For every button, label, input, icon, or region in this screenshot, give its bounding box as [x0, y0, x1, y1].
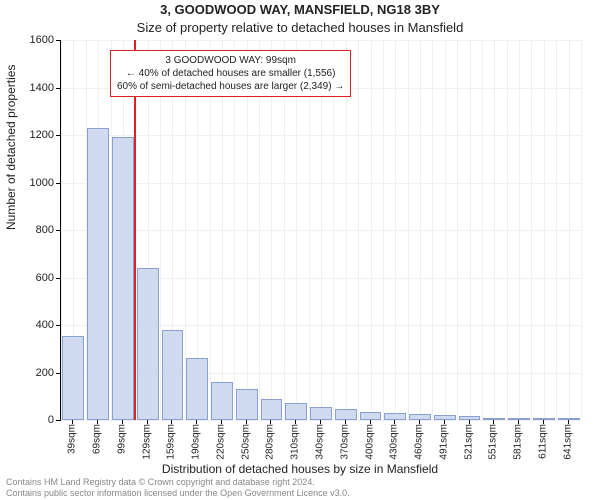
bar	[62, 336, 84, 420]
bar	[285, 403, 307, 420]
bar	[112, 137, 134, 420]
chart-subtitle: Size of property relative to detached ho…	[0, 20, 600, 35]
chart-container: 3, GOODWOOD WAY, MANSFIELD, NG18 3BY Siz…	[0, 0, 600, 500]
bar	[384, 413, 406, 420]
footer-line-1: Contains HM Land Registry data © Crown c…	[6, 477, 350, 487]
x-tick-label: 491sqm	[438, 424, 449, 460]
bar	[558, 418, 580, 420]
bar	[87, 128, 109, 420]
x-tick-label: 400sqm	[364, 424, 375, 460]
x-tick-label: 69sqm	[92, 424, 103, 454]
x-tick-label: 460sqm	[414, 424, 425, 460]
x-tick-label: 159sqm	[166, 424, 177, 460]
x-tick-label: 39sqm	[67, 424, 78, 454]
x-tick-label: 551sqm	[488, 424, 499, 460]
bar	[335, 409, 357, 420]
bar	[261, 399, 283, 420]
chart-title: 3, GOODWOOD WAY, MANSFIELD, NG18 3BY	[0, 2, 600, 17]
highlight-annotation: 3 GOODWOOD WAY: 99sqm ← 40% of detached …	[110, 50, 351, 97]
y-tick-label: 200	[14, 367, 54, 379]
x-axis-label: Distribution of detached houses by size …	[0, 462, 600, 476]
x-tick-label: 611sqm	[537, 424, 548, 459]
bar	[483, 418, 505, 420]
bar	[459, 416, 481, 420]
bar	[236, 389, 258, 420]
x-tick-label: 280sqm	[265, 424, 276, 460]
y-tick-label: 600	[14, 272, 54, 284]
x-tick-label: 190sqm	[191, 424, 202, 460]
bar	[162, 330, 184, 420]
bar	[533, 418, 555, 420]
x-tick-label: 220sqm	[215, 424, 226, 460]
annotation-line-3: 60% of semi-detached houses are larger (…	[117, 80, 344, 93]
footer-attribution: Contains HM Land Registry data © Crown c…	[6, 477, 350, 498]
y-tick-label: 1200	[14, 129, 54, 141]
marker-line	[134, 40, 136, 420]
plot-area	[60, 40, 581, 421]
x-tick-label: 129sqm	[141, 424, 152, 460]
x-tick-label: 250sqm	[240, 424, 251, 460]
annotation-line-1: 3 GOODWOOD WAY: 99sqm	[117, 54, 344, 67]
x-tick-label: 370sqm	[339, 424, 350, 460]
y-tick-label: 1000	[14, 177, 54, 189]
bar	[360, 412, 382, 420]
y-tick-label: 1600	[14, 34, 54, 46]
y-tick-label: 800	[14, 224, 54, 236]
x-tick-label: 641sqm	[562, 424, 573, 460]
bar	[186, 358, 208, 420]
x-tick-label: 581sqm	[513, 424, 524, 460]
footer-line-2: Contains public sector information licen…	[6, 488, 350, 498]
y-tick-label: 0	[14, 414, 54, 426]
y-tick-label: 400	[14, 319, 54, 331]
bar	[434, 415, 456, 420]
annotation-line-2: ← 40% of detached houses are smaller (1,…	[117, 67, 344, 80]
x-tick-label: 521sqm	[463, 424, 474, 460]
x-tick-label: 430sqm	[389, 424, 400, 460]
bar	[137, 268, 159, 420]
y-tick-label: 1400	[14, 82, 54, 94]
x-tick-label: 99sqm	[116, 424, 127, 454]
bar	[310, 407, 332, 420]
bar	[211, 382, 233, 420]
x-tick-label: 310sqm	[290, 424, 301, 460]
x-tick-label: 340sqm	[315, 424, 326, 460]
